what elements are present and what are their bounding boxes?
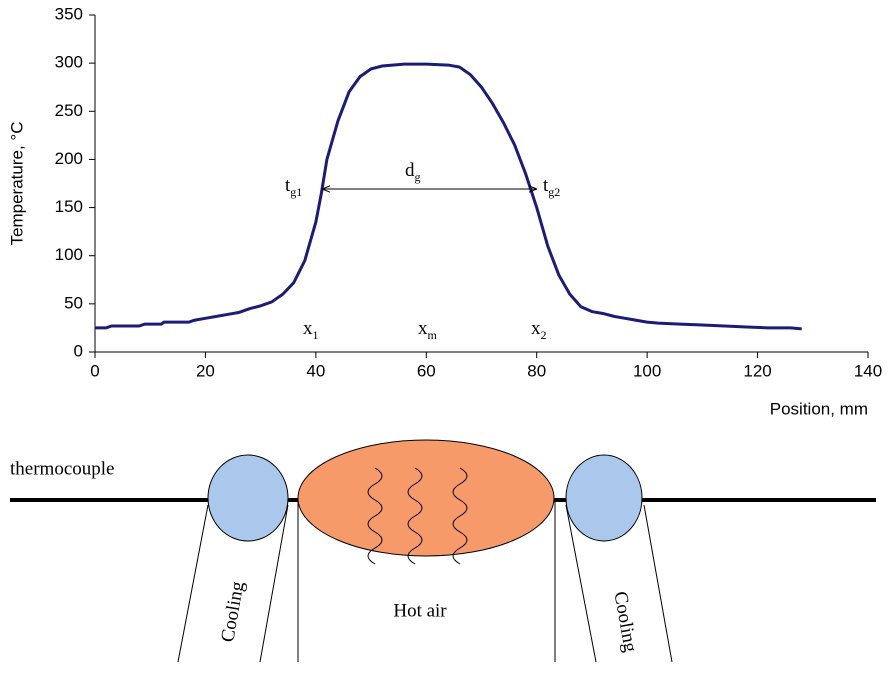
annotation-sub: g1 [290, 185, 302, 199]
y-tick-label: 200 [55, 149, 83, 168]
y-tick-label: 150 [55, 197, 83, 216]
annotation: x1 [303, 318, 319, 341]
y-tick-label: 350 [55, 4, 83, 23]
annotation-main: x [531, 318, 541, 339]
annotation-main: x [303, 318, 313, 339]
nozzle-line [565, 504, 597, 663]
annotation: dg [405, 160, 421, 183]
cooling-label: Cooling [609, 590, 640, 654]
annotation-sub: m [428, 328, 438, 342]
heat-wave [452, 467, 468, 565]
nozzle-line [259, 504, 289, 663]
hot-air-zone [297, 439, 555, 557]
x-tick-label: 0 [90, 361, 99, 380]
diagram: thermocouple Cooling Hot air Cooling [10, 439, 876, 663]
annotation-sub: 2 [541, 328, 547, 342]
cooling-zone [207, 454, 289, 542]
x-tick-label: 120 [743, 361, 771, 380]
hot-air-label: Hot air [393, 600, 447, 621]
annotation: tg1 [285, 175, 302, 198]
annotation-main: t [285, 175, 291, 196]
x-tick-label: 80 [527, 361, 546, 380]
nozzle-line [177, 504, 209, 663]
x-tick-label: 40 [306, 361, 325, 380]
x-tick-label: 20 [196, 361, 215, 380]
x-tick-label: 60 [417, 361, 436, 380]
heat-wave [367, 467, 383, 565]
nozzle-line [643, 504, 673, 663]
x-tick-label: 100 [633, 361, 661, 380]
y-tick-label: 100 [55, 245, 83, 264]
cooling-label: Cooling [217, 579, 248, 643]
y-tick-label: 300 [55, 53, 83, 72]
annotation-main: x [418, 318, 428, 339]
annotation-sub: g2 [548, 185, 560, 199]
annotation-main: d [405, 160, 415, 181]
chart: 0 50 100 150 200 250 300 350 0 20 40 60 80 100 120 140 P… [7, 4, 882, 418]
annotation: x2 [531, 318, 547, 341]
temperature-line [95, 62, 802, 331]
y-tick-label: 0 [74, 341, 83, 360]
annotation-sub: g [415, 170, 421, 184]
cooling-zone [565, 454, 643, 542]
annotation-sub: 1 [313, 328, 319, 342]
y-axis-label: Temperature, °C [7, 122, 26, 246]
annotation: tg2 [543, 175, 560, 198]
annotation-main: t [543, 175, 549, 196]
annotation: xm [418, 318, 438, 341]
y-tick-label: 250 [55, 101, 83, 120]
thermocouple-label: thermocouple [10, 458, 114, 479]
x-tick-label: 140 [854, 361, 882, 380]
heat-wave [407, 467, 423, 565]
y-tick-label: 50 [64, 293, 83, 312]
x-axis-label: Position, mm [770, 399, 868, 418]
